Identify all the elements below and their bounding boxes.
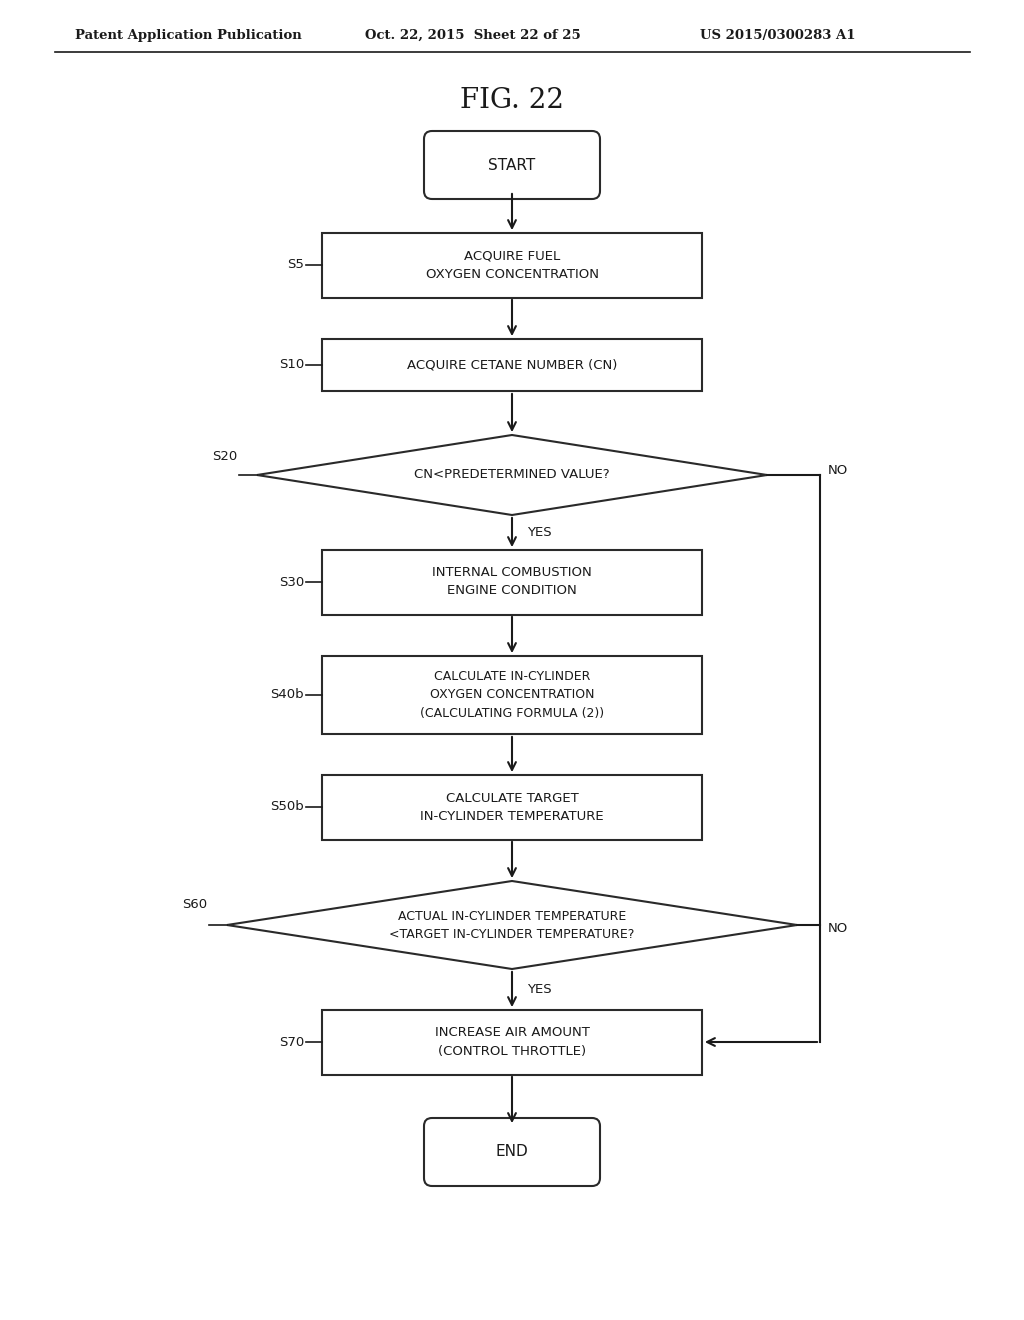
FancyBboxPatch shape [424,131,600,199]
Bar [322,339,702,391]
Text: ACTUAL IN-CYLINDER TEMPERATURE
<TARGET IN-CYLINDER TEMPERATURE?: ACTUAL IN-CYLINDER TEMPERATURE <TARGET I… [389,909,635,940]
Text: CALCULATE IN-CYLINDER
OXYGEN CONCENTRATION
(CALCULATING FORMULA (2)): CALCULATE IN-CYLINDER OXYGEN CONCENTRATI… [420,671,604,719]
Text: S40b: S40b [270,689,304,701]
Text: Oct. 22, 2015  Sheet 22 of 25: Oct. 22, 2015 Sheet 22 of 25 [365,29,581,41]
Bar [322,232,702,297]
Text: YES: YES [527,983,552,997]
Text: END: END [496,1144,528,1159]
Text: CN<PREDETERMINED VALUE?: CN<PREDETERMINED VALUE? [414,469,610,482]
Text: US 2015/0300283 A1: US 2015/0300283 A1 [700,29,855,41]
Text: NO: NO [828,923,848,936]
Bar [322,549,702,615]
Text: S60: S60 [182,899,207,912]
Polygon shape [227,880,797,969]
Text: INTERNAL COMBUSTION
ENGINE CONDITION: INTERNAL COMBUSTION ENGINE CONDITION [432,566,592,598]
Polygon shape [257,436,767,515]
Text: CALCULATE TARGET
IN-CYLINDER TEMPERATURE: CALCULATE TARGET IN-CYLINDER TEMPERATURE [420,792,604,822]
Text: Patent Application Publication: Patent Application Publication [75,29,302,41]
Text: ACQUIRE FUEL
OXYGEN CONCENTRATION: ACQUIRE FUEL OXYGEN CONCENTRATION [426,249,598,281]
Text: ACQUIRE CETANE NUMBER (CN): ACQUIRE CETANE NUMBER (CN) [407,359,617,371]
Text: FIG. 22: FIG. 22 [460,87,564,114]
Text: NO: NO [828,465,848,478]
Text: START: START [488,157,536,173]
Bar [322,775,702,840]
Text: YES: YES [527,525,552,539]
FancyBboxPatch shape [424,1118,600,1185]
Text: INCREASE AIR AMOUNT
(CONTROL THROTTLE): INCREASE AIR AMOUNT (CONTROL THROTTLE) [434,1027,590,1057]
Bar [322,656,702,734]
Text: S50b: S50b [270,800,304,813]
Bar [322,1010,702,1074]
Text: S20: S20 [212,450,237,463]
Text: S10: S10 [279,359,304,371]
Text: S70: S70 [279,1035,304,1048]
Text: S30: S30 [279,576,304,589]
Text: S5: S5 [287,259,304,272]
